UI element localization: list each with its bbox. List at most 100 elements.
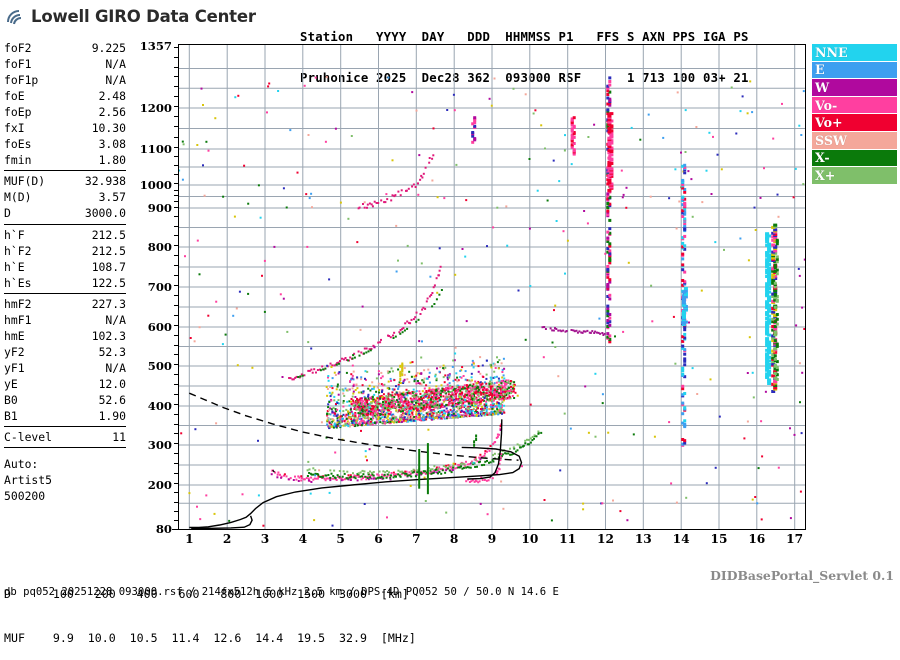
db-source-line: db pq052 20251228 093000.rsf / 214fx512h… bbox=[4, 586, 559, 598]
y-axis-label: 500 bbox=[147, 359, 172, 373]
x-axis-label: 14 bbox=[672, 532, 690, 546]
param-row-fof1: foF1 N/A bbox=[4, 56, 126, 72]
param-value: 227.3 bbox=[91, 296, 126, 311]
x-axis-label: 16 bbox=[748, 532, 766, 546]
servlet-version-label: DIDBasePortal_Servlet 0.1 bbox=[710, 568, 894, 583]
y-axis-tick bbox=[172, 529, 178, 530]
y-axis-label: 1100 bbox=[139, 142, 172, 156]
param-group: MUF(D) 32.938 M(D) 3.57 D 3000.0 bbox=[4, 173, 126, 221]
plot-data-layer bbox=[178, 76, 806, 529]
x-axis-label: 8 bbox=[449, 532, 459, 546]
x-axis-label: 17 bbox=[786, 532, 804, 546]
y-axis-tick bbox=[174, 183, 178, 185]
y-axis-label: 400 bbox=[147, 399, 172, 413]
param-key: h`F2 bbox=[4, 243, 32, 258]
brand-header: Lowell GIRO Data Center bbox=[6, 3, 256, 29]
y-axis-tick bbox=[174, 215, 178, 217]
y-axis-label: 1200 bbox=[139, 101, 172, 115]
param-key: D bbox=[4, 206, 11, 221]
legend-item-vo[interactable]: Vo+ bbox=[812, 114, 897, 132]
legend-item-x[interactable]: X+ bbox=[812, 167, 897, 185]
y-axis-tick bbox=[174, 189, 178, 191]
param-key: foF1p bbox=[4, 73, 39, 88]
muf-table-row-d: D 100 200 400 600 800 1000 1500 3000 [km… bbox=[4, 587, 409, 602]
param-row-ye: yE 12.0 bbox=[4, 376, 126, 392]
station-header-columns: Station YYYY DAY DDD HHMMSS P1 FFS S AXN… bbox=[300, 30, 749, 44]
y-axis-tick bbox=[174, 501, 178, 503]
y-axis-tick bbox=[174, 404, 178, 405]
legend-item-label: SSW bbox=[815, 132, 848, 148]
ionogram-plot[interactable] bbox=[178, 44, 806, 530]
y-axis-tick bbox=[174, 76, 178, 78]
giro-wifi-arc-icon bbox=[6, 7, 28, 25]
y-axis-tick bbox=[174, 136, 178, 138]
muf-distance-table: D 100 200 400 600 800 1000 1500 3000 [km… bbox=[4, 558, 416, 660]
param-row-clevel: C-level 11 bbox=[4, 429, 126, 445]
param-divider bbox=[4, 447, 126, 449]
y-axis-tick bbox=[174, 46, 178, 48]
y-axis-tick bbox=[174, 394, 178, 395]
y-axis-tick bbox=[174, 156, 178, 158]
param-value: 212.5 bbox=[91, 243, 126, 258]
param-value: 9.225 bbox=[91, 41, 126, 55]
param-key: B1 bbox=[4, 409, 18, 424]
y-axis-tick bbox=[174, 201, 178, 203]
legend-item-nne[interactable]: NNE bbox=[812, 44, 897, 62]
param-row-hmf2: hmF2 227.3 bbox=[4, 296, 126, 312]
y-axis-label: 600 bbox=[147, 320, 172, 334]
param-row-b0: B0 52.6 bbox=[4, 392, 126, 408]
y-axis-tick bbox=[174, 285, 178, 286]
param-value: 52.6 bbox=[98, 392, 126, 407]
y-axis-tick bbox=[174, 305, 178, 306]
param-key: h`F bbox=[4, 227, 25, 242]
param-row-foe: foE 2.48 bbox=[4, 88, 126, 104]
x-axis-label: 13 bbox=[634, 532, 652, 546]
x-axis: 1 2 3 4 5 6 7 8 9 10 11 12 13 14 15 16 17 bbox=[178, 532, 806, 552]
legend-item-ssw[interactable]: SSW bbox=[812, 131, 897, 150]
param-key: yF1 bbox=[4, 360, 25, 375]
y-axis-tick bbox=[174, 374, 178, 375]
legend-item-vo[interactable]: Vo- bbox=[812, 96, 897, 115]
param-value: 2.56 bbox=[98, 105, 126, 120]
y-axis-tick bbox=[174, 116, 178, 118]
legend-item-e[interactable]: E bbox=[812, 61, 897, 80]
param-key: h`E bbox=[4, 259, 25, 274]
param-row-fxi: fxI 10.30 bbox=[4, 120, 126, 136]
param-row-b1: B1 1.90 bbox=[4, 408, 126, 424]
legend-item-x[interactable]: X- bbox=[812, 149, 897, 168]
param-row-fof2: foF2 9.225 bbox=[4, 40, 126, 56]
param-value: 3.57 bbox=[98, 190, 126, 205]
legend-item-label: Vo- bbox=[815, 97, 838, 113]
legend-item-w[interactable]: W bbox=[812, 79, 897, 97]
x-axis-label: 3 bbox=[260, 532, 270, 546]
param-row-md: M(D) 3.57 bbox=[4, 189, 126, 205]
x-axis-label: 12 bbox=[597, 532, 614, 546]
y-axis-tick bbox=[174, 325, 178, 326]
param-group: C-level 11 bbox=[4, 429, 126, 445]
param-key: foF2 bbox=[4, 41, 32, 55]
y-axis-tick bbox=[174, 174, 178, 176]
y-axis-tick bbox=[174, 384, 178, 385]
param-group: foF2 9.225 foF1 N/A foF1p N/A foE 2.48 foEp 2.56 f… bbox=[4, 40, 126, 168]
y-axis-tick bbox=[174, 126, 178, 128]
param-value: 52.3 bbox=[98, 344, 126, 359]
param-value: N/A bbox=[105, 57, 126, 72]
y-axis-tick bbox=[174, 146, 178, 148]
param-row-foes: foEs 3.08 bbox=[4, 136, 126, 152]
polarisation-legend[interactable]: NNE E W Vo- Vo+ SSW X- X+ bbox=[812, 44, 897, 185]
param-group: hmF2 227.3 hmF1 N/A hmE 102.3 yF2 52.3 yF1 N/A yE 1… bbox=[4, 296, 126, 424]
plot-frame bbox=[178, 44, 806, 530]
param-divider bbox=[4, 223, 126, 225]
y-axis-tick bbox=[174, 66, 178, 68]
y-axis-tick bbox=[174, 433, 178, 435]
x-axis-label: 15 bbox=[710, 532, 728, 546]
y-axis-label: 300 bbox=[147, 438, 172, 452]
x-axis-label: 4 bbox=[298, 532, 308, 546]
param-value: 3.08 bbox=[98, 137, 126, 152]
y-axis-tick bbox=[174, 245, 178, 247]
ionogram-parameter-panel: foF2 9.225 foF1 N/A foF1p N/A foE 2.48 foEp 2.56 f… bbox=[4, 40, 126, 504]
param-value: N/A bbox=[105, 312, 126, 327]
y-axis-tick bbox=[174, 344, 178, 346]
param-value: 3000.0 bbox=[84, 206, 126, 221]
y-axis-tick bbox=[174, 96, 178, 98]
